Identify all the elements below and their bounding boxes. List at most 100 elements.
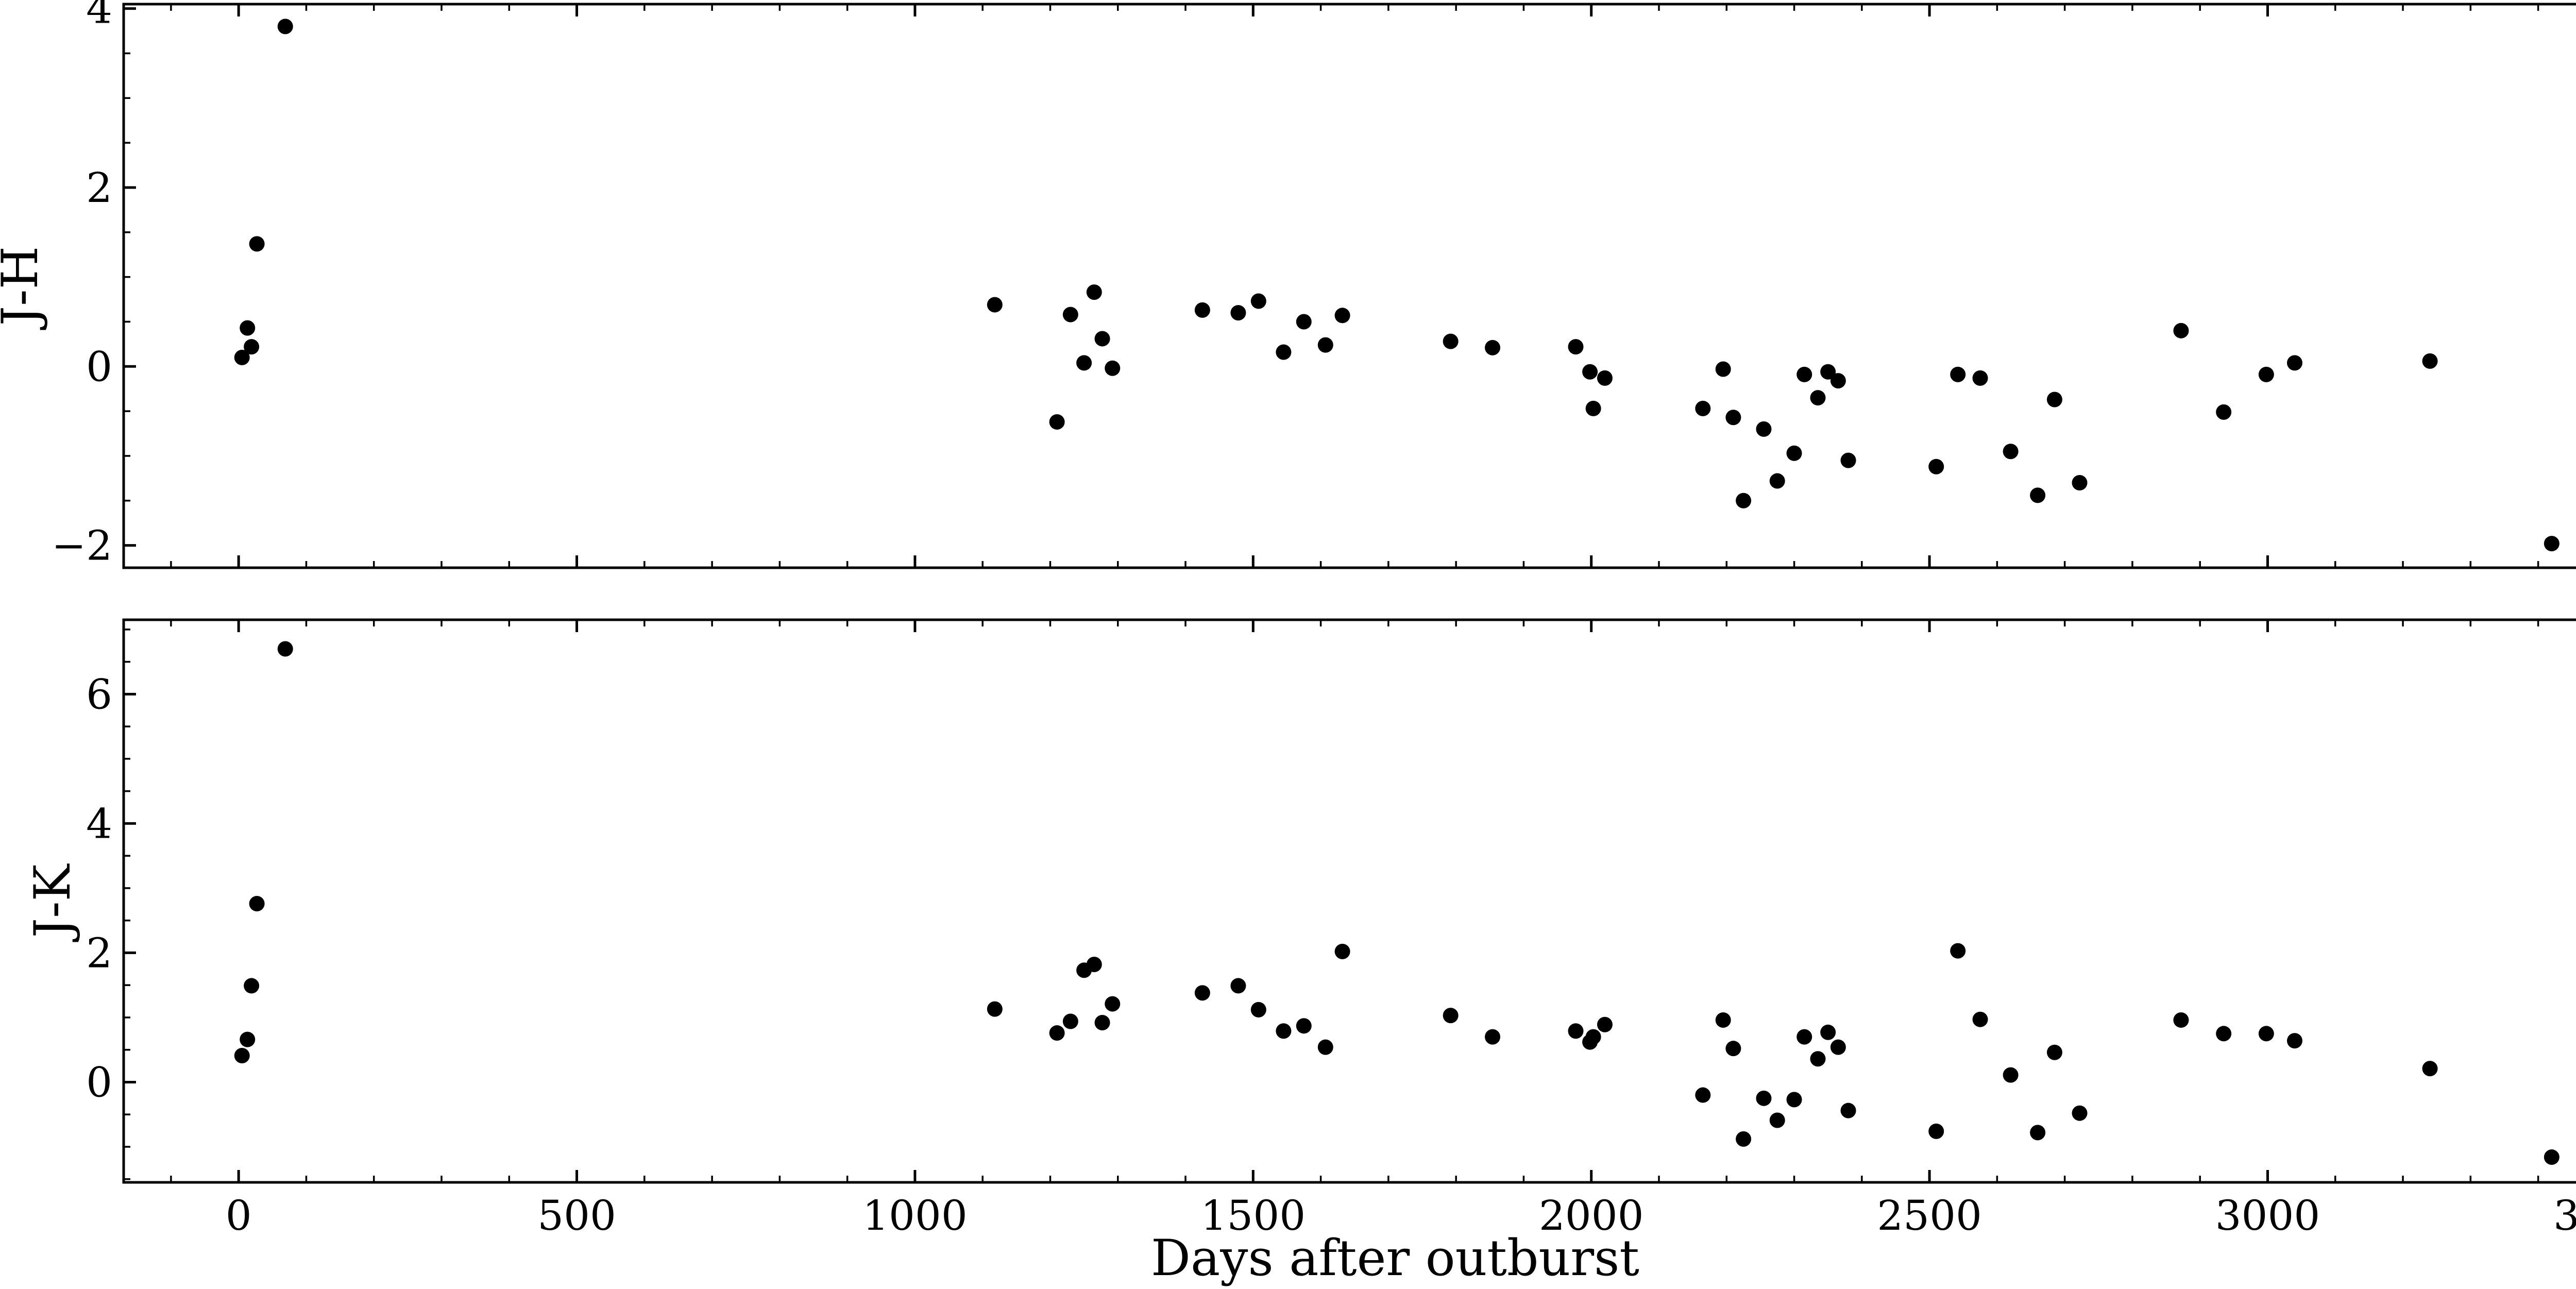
data-point [2072,1105,2088,1121]
y-axis-label: J-H [0,246,49,331]
data-point [1585,400,1601,416]
data-point [1443,1008,1459,1024]
data-point [2173,323,2189,338]
y-tick-label: 6 [86,670,112,718]
data-point [2258,1026,2274,1042]
data-point [2046,392,2062,408]
data-point [234,1047,250,1063]
data-point [1715,361,1731,377]
data-point [1568,339,1584,355]
y-tick-label: 0 [86,1058,112,1106]
data-point [1786,445,1802,461]
data-point [1972,370,1988,386]
data-point [1597,370,1613,386]
data-point [1820,1024,1836,1040]
x-tick-label: 3500 [2553,1192,2576,1240]
data-point [1062,307,1078,323]
data-point [1972,1011,1988,1027]
data-point [1086,284,1102,300]
data-point [1597,1016,1613,1032]
data-point [1086,957,1102,973]
data-point [1230,305,1246,321]
x-tick-label: 0 [226,1192,252,1240]
data-point [1950,366,1966,382]
data-point [240,320,256,336]
data-point [1786,1092,1802,1108]
data-point [1736,493,1752,508]
x-tick-label: 2000 [1539,1192,1644,1240]
data-point [2030,1125,2046,1141]
y-tick-label: 4 [86,800,112,847]
data-point [249,236,265,252]
y-tick-label: −2 [52,522,112,570]
data-point [1443,333,1459,349]
data-point [1715,1012,1731,1028]
data-point [1062,1013,1078,1029]
data-point [1797,366,1812,382]
data-point [1276,344,1292,360]
y-tick-label: 2 [86,929,112,977]
data-point [987,1001,1003,1017]
data-point [2286,1033,2302,1049]
data-point [1485,340,1501,355]
data-point [277,641,293,657]
data-point [1840,1103,1856,1118]
data-point [1725,410,1741,426]
data-point [1317,337,1333,353]
data-point [1194,302,1210,318]
data-point [1194,985,1210,1001]
data-point [1250,293,1266,309]
jh-panel: −2 0 2 4 J-H [0,0,2576,570]
data-point [1756,421,1772,437]
plot-frame [122,3,2576,569]
data-point [1296,314,1312,330]
data-point [1334,308,1350,324]
data-point [1820,364,1836,380]
data-point [2003,1067,2019,1083]
data-point [2003,444,2019,460]
data-point [1334,943,1350,959]
x-axis-label: Days after outburst [1151,1229,1639,1287]
y-axis-label: J-K [24,863,81,942]
data-point [234,349,250,365]
data-point [1317,1039,1333,1055]
data-point [1105,360,1121,376]
data-point [987,297,1003,313]
y-tick-label: 0 [86,343,112,391]
x-tick-label: 3000 [2215,1192,2320,1240]
data-point [1582,364,1598,380]
data-point [2422,1061,2438,1077]
data-point [1076,355,1092,371]
data-point [2046,1044,2062,1060]
data-point [277,19,293,35]
data-point [1049,1025,1065,1041]
data-point [2544,536,2560,552]
data-point [1928,459,1944,474]
x-tick-label: 1000 [862,1192,968,1240]
data-point [2216,1026,2232,1042]
data-point [2422,353,2438,369]
data-point [1810,1051,1826,1067]
data-point [244,339,260,355]
x-tick-label: 2500 [1877,1192,1982,1240]
data-point [1810,390,1826,406]
data-point [1695,400,1711,416]
data-point [1296,1018,1312,1034]
x-tick-label: 1500 [1201,1192,1306,1240]
data-point [2216,404,2232,420]
data-point [1105,996,1121,1012]
data-point [1485,1029,1501,1045]
data-point [244,978,260,994]
data-point [1725,1041,1741,1057]
plot-frame [122,618,2576,1184]
data-point [1230,978,1246,994]
data-point [1585,1029,1601,1045]
data-point [1695,1087,1711,1103]
data-point [2072,475,2088,491]
data-point [1928,1123,1944,1139]
data-point [2030,487,2046,503]
data-point [1830,1039,1846,1055]
data-point [1830,373,1846,389]
data-point [1756,1090,1772,1106]
